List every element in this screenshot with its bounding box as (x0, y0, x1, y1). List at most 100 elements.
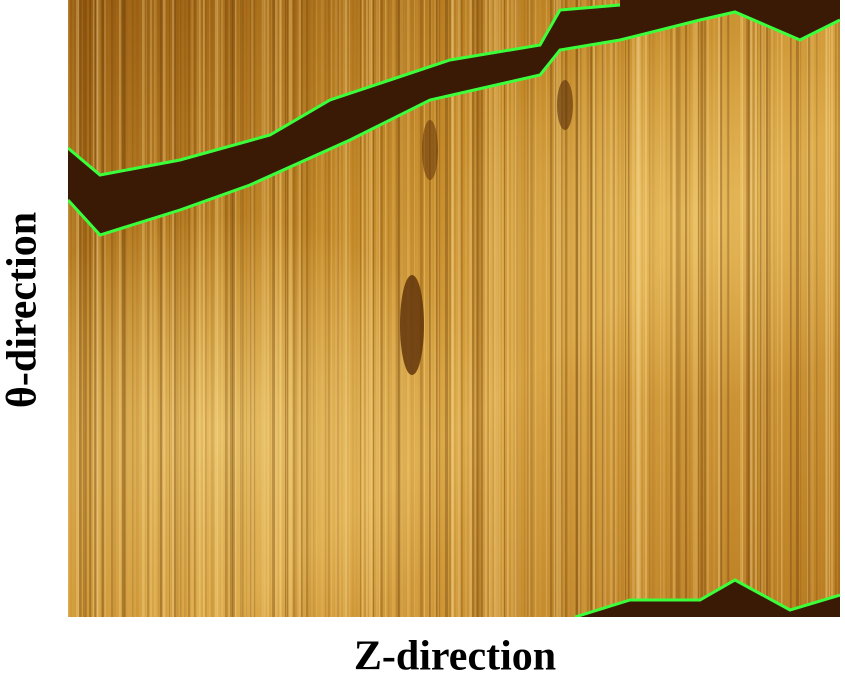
stripe (364, 0, 366, 617)
stripe (613, 0, 616, 617)
stripe (666, 0, 668, 617)
stripe (261, 0, 264, 617)
stripe (160, 0, 163, 617)
stripe (732, 0, 735, 617)
stripe (591, 0, 593, 617)
stripe (356, 0, 358, 617)
stripe (282, 0, 284, 617)
stripe (97, 0, 99, 617)
stripe (652, 0, 655, 617)
stripe (643, 0, 645, 617)
dark-spot (400, 275, 424, 375)
stripe (339, 0, 341, 617)
stripe (603, 0, 606, 617)
stripe (580, 0, 582, 617)
stripe (264, 0, 267, 617)
stripe (254, 0, 256, 617)
stripe (472, 0, 475, 617)
stripe (79, 0, 82, 617)
stripe (102, 0, 104, 617)
stripe (827, 0, 830, 617)
stripe (199, 0, 201, 617)
stripe (554, 0, 557, 617)
stripe (728, 0, 730, 617)
stripe (298, 0, 300, 617)
stripe (829, 0, 831, 617)
stripe (232, 0, 235, 617)
stripe (811, 0, 813, 617)
stripe (529, 0, 532, 617)
stripe (790, 0, 792, 617)
stripe (103, 0, 105, 617)
stripe (373, 0, 375, 617)
boundary-line (68, 3, 621, 177)
stripe (349, 0, 351, 617)
stripe (746, 0, 749, 617)
stripe (700, 0, 703, 617)
stripe (575, 0, 578, 617)
stripe (793, 0, 795, 617)
stripe (302, 0, 305, 617)
stripe (831, 0, 834, 617)
stripe (496, 0, 497, 617)
stripe (800, 0, 802, 617)
stripe (352, 0, 354, 617)
stripe (392, 0, 395, 617)
stripe (366, 0, 368, 617)
stripe (551, 0, 553, 617)
stripe (727, 0, 730, 617)
stripe (124, 0, 127, 617)
stripe (93, 0, 95, 617)
stripe (165, 0, 167, 617)
stripe (527, 0, 529, 617)
stripe (578, 0, 580, 617)
stripe (711, 0, 713, 617)
stripe (456, 0, 459, 617)
stripe (325, 0, 327, 617)
stripe (808, 0, 810, 617)
stripe (490, 0, 493, 617)
stripe (142, 0, 145, 617)
stripe (424, 0, 426, 617)
stripe (499, 0, 501, 617)
stripe (76, 0, 79, 617)
stripe (470, 0, 473, 617)
stripe (85, 0, 87, 617)
stripe (535, 0, 537, 617)
stripe (781, 0, 783, 617)
stripe (132, 0, 134, 617)
stripe (328, 0, 330, 617)
stripe (371, 0, 373, 617)
stripe (698, 0, 700, 617)
stripe (787, 0, 788, 617)
stripe (321, 0, 324, 617)
scan-image (68, 0, 840, 617)
stripe (146, 0, 149, 617)
stripe (695, 0, 698, 617)
stripe (89, 0, 91, 617)
stripe (362, 0, 364, 617)
stripe (590, 0, 593, 617)
stripe (122, 0, 125, 617)
stripe (752, 0, 755, 617)
stripe (158, 0, 160, 617)
stripe (154, 0, 156, 617)
stripe (192, 0, 194, 617)
stripe (174, 0, 176, 617)
stripe (504, 0, 506, 617)
stripe (576, 0, 579, 617)
stripe (555, 0, 557, 617)
stripe (458, 0, 461, 617)
stripe (461, 0, 463, 617)
stripe (584, 0, 586, 617)
stripe (293, 0, 295, 617)
stripe (369, 0, 372, 617)
stripe (532, 0, 534, 617)
stripe (246, 0, 248, 617)
stripe (452, 0, 454, 617)
stripe (280, 0, 282, 617)
stripe (147, 0, 150, 617)
stripe (171, 0, 173, 617)
stripe (511, 0, 514, 617)
stripe (136, 0, 139, 617)
